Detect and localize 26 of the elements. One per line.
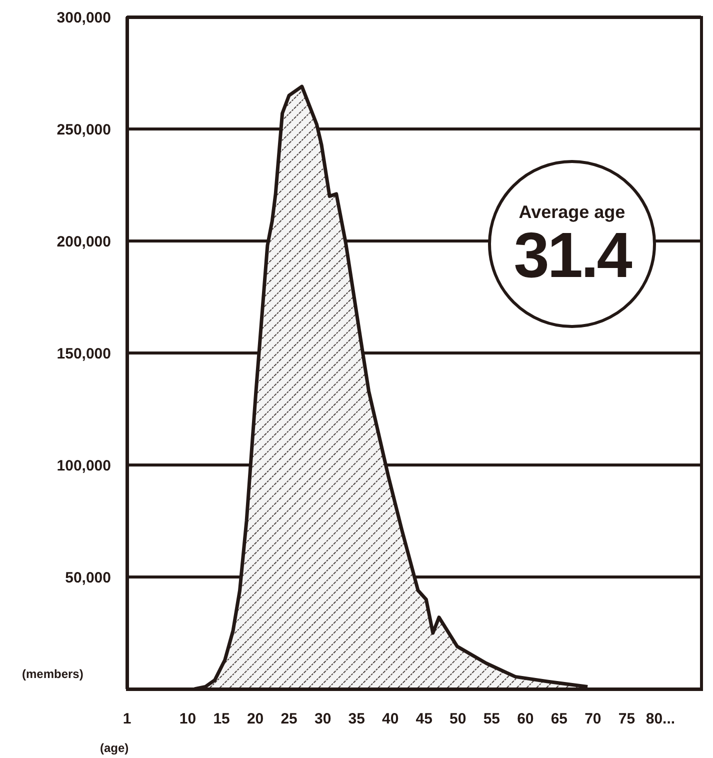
x-tick-label: 10 [179, 710, 196, 728]
y-tick-label: 100,000 [56, 457, 111, 474]
x-tick-label: 75 [618, 710, 636, 728]
x-tick-label: 65 [550, 710, 568, 728]
x-tick-label: 70 [584, 710, 602, 728]
x-tick-label: 55 [483, 710, 500, 728]
annotation: Average age [518, 202, 626, 222]
y-tick-label: 250,000 [56, 121, 111, 138]
y-tick-label: 300,000 [56, 9, 111, 26]
x-tick-label: 50 [450, 710, 466, 728]
x-tick-label: 35 [348, 710, 365, 728]
y-axis-title: (members) [22, 667, 84, 681]
x-tick-label: 30 [314, 710, 332, 728]
x-tick-label: 20 [246, 710, 264, 728]
x-tick-label: 1 [122, 710, 132, 728]
x-tick-label: 45 [416, 710, 432, 728]
x-tick-label: 80... [646, 710, 676, 728]
x-tick-label: 15 [213, 710, 230, 728]
x-tick-label: 60 [517, 710, 534, 728]
circle-outline: Average age 31.4 [488, 160, 656, 328]
y-tick-label: 150,000 [56, 345, 111, 362]
x-tick-label: 25 [280, 710, 298, 728]
y-tick-label: 200,000 [56, 233, 111, 250]
y-tick-label: 50,000 [65, 569, 111, 586]
x-axis-title: (age) [100, 741, 129, 755]
x-tick-label: 40 [382, 710, 399, 728]
